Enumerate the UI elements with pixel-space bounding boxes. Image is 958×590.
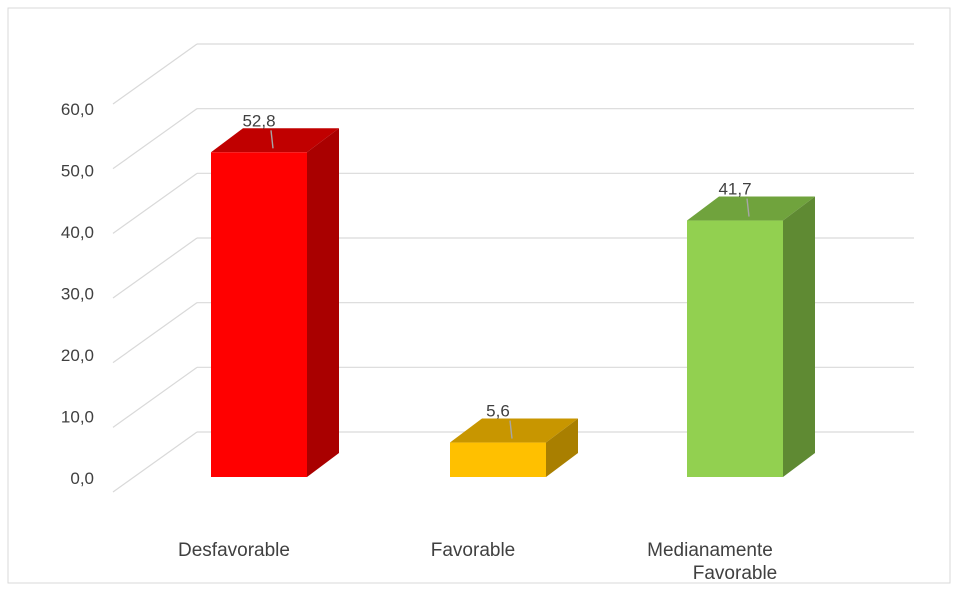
x-tick-label: Favorable [431,540,516,561]
bar-top [450,418,578,443]
bar-side [783,196,815,478]
y-tick-label: 50,0 [61,162,94,181]
y-tick-label: 20,0 [61,346,94,365]
bar [211,128,339,477]
y-tick-label: 10,0 [61,408,94,427]
gridline [112,108,914,170]
leader-line [746,198,750,217]
y-axis-ticks: 0,0 10,0 20,0 30,0 40,0 50,0 60,0 [61,100,94,488]
bar-front [211,152,307,477]
bar-top [211,128,339,153]
y-tick-label: 30,0 [61,285,94,304]
bar-side [307,128,339,477]
y-tick-label: 60,0 [61,100,94,119]
y-tick-label: 0,0 [70,469,94,488]
y-tick-label: 40,0 [61,223,94,242]
bars [211,128,815,478]
leader-line [270,130,274,149]
bar [687,196,815,478]
bar-top [687,196,815,221]
leader-line [509,420,513,439]
bar [450,418,578,477]
data-label: 5,6 [486,402,510,421]
data-label: 52,8 [242,111,275,130]
x-axis-ticks: Desfavorable Favorable Medianamente Favorab… [178,540,777,584]
bar-front [687,220,783,478]
x-tick-label: Medianamente Favorable [647,540,777,584]
x-tick-label: Desfavorable [178,540,290,561]
bar-side [546,418,578,477]
data-label: 41,7 [718,180,751,199]
gridline [112,43,914,105]
data-labels: 52,8 5,6 41,7 [242,111,752,439]
bar-front [450,442,546,477]
